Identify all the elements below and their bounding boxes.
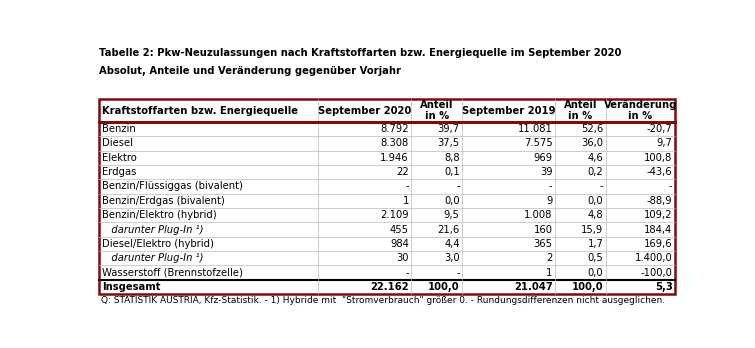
Text: 4,8: 4,8 (587, 210, 603, 220)
Text: 1: 1 (402, 196, 409, 206)
Text: 100,8: 100,8 (644, 153, 673, 163)
Text: 22.162: 22.162 (371, 282, 409, 292)
Text: September 2020: September 2020 (319, 105, 411, 116)
Text: -: - (669, 181, 673, 191)
Text: 0,5: 0,5 (587, 253, 603, 263)
Text: -20,7: -20,7 (647, 124, 673, 134)
Text: 37,5: 37,5 (438, 138, 460, 148)
Text: 11.081: 11.081 (518, 124, 553, 134)
Text: 1: 1 (546, 268, 553, 278)
Text: Diesel: Diesel (102, 138, 133, 148)
Text: Kraftstoffarten bzw. Energiequelle: Kraftstoffarten bzw. Energiequelle (102, 105, 298, 116)
Text: 30: 30 (396, 253, 409, 263)
Text: -: - (405, 268, 409, 278)
Text: 4,4: 4,4 (444, 239, 460, 249)
Text: 1.008: 1.008 (524, 210, 553, 220)
Text: 4,6: 4,6 (587, 153, 603, 163)
Text: 455: 455 (390, 224, 409, 235)
Text: Tabelle 2: Pkw-Neuzulassungen nach Kraftstoffarten bzw. Energiequelle im Septemb: Tabelle 2: Pkw-Neuzulassungen nach Kraft… (99, 48, 621, 58)
Text: 1.400,0: 1.400,0 (635, 253, 673, 263)
Text: -100,0: -100,0 (640, 268, 673, 278)
Text: Anteil
in %: Anteil in % (564, 100, 597, 121)
Text: 0,1: 0,1 (444, 167, 460, 177)
Text: Benzin/Elektro (hybrid): Benzin/Elektro (hybrid) (102, 210, 217, 220)
Text: Elektro: Elektro (102, 153, 137, 163)
Text: 984: 984 (390, 239, 409, 249)
Text: 0,2: 0,2 (587, 167, 603, 177)
Text: 2: 2 (546, 253, 553, 263)
Text: -88,9: -88,9 (647, 196, 673, 206)
Text: -43,6: -43,6 (647, 167, 673, 177)
Text: 9,5: 9,5 (444, 210, 460, 220)
Text: Veränderung
in %: Veränderung in % (603, 100, 677, 121)
Text: 22: 22 (396, 167, 409, 177)
Text: darunter Plug-In ¹): darunter Plug-In ¹) (102, 253, 204, 263)
Text: 1.946: 1.946 (381, 153, 409, 163)
Text: 0,0: 0,0 (444, 196, 460, 206)
Text: 184,4: 184,4 (644, 224, 673, 235)
Text: Anteil
in %: Anteil in % (420, 100, 454, 121)
Text: Q: STATISTIK AUSTRIA, Kfz-Statistik. - 1) Hybride mit  "Stromverbrauch" größer 0: Q: STATISTIK AUSTRIA, Kfz-Statistik. - 1… (101, 296, 665, 305)
Text: 2.109: 2.109 (381, 210, 409, 220)
Text: 9: 9 (546, 196, 553, 206)
Text: 9,7: 9,7 (657, 138, 673, 148)
Text: 21.047: 21.047 (514, 282, 553, 292)
Text: 52,6: 52,6 (581, 124, 603, 134)
Text: -: - (456, 181, 460, 191)
Text: 1,7: 1,7 (587, 239, 603, 249)
Text: Benzin/Flüssiggas (bivalent): Benzin/Flüssiggas (bivalent) (102, 181, 243, 191)
Text: 160: 160 (534, 224, 553, 235)
Text: 36,0: 36,0 (581, 138, 603, 148)
Text: -: - (549, 181, 553, 191)
Text: 15,9: 15,9 (581, 224, 603, 235)
Text: 969: 969 (534, 153, 553, 163)
Text: 21,6: 21,6 (437, 224, 460, 235)
Text: 365: 365 (534, 239, 553, 249)
Text: Erdgas: Erdgas (102, 167, 137, 177)
Text: Absolut, Anteile und Veränderung gegenüber Vorjahr: Absolut, Anteile und Veränderung gegenüb… (99, 66, 401, 76)
Bar (99, 100, 675, 294)
Text: darunter Plug-In ¹): darunter Plug-In ¹) (102, 224, 204, 235)
Text: 39: 39 (540, 167, 553, 177)
Text: 169,6: 169,6 (644, 239, 673, 249)
Text: 8,8: 8,8 (444, 153, 460, 163)
Text: -: - (405, 181, 409, 191)
Text: Benzin/Erdgas (bivalent): Benzin/Erdgas (bivalent) (102, 196, 225, 206)
Text: 100,0: 100,0 (428, 282, 460, 292)
Text: 8.792: 8.792 (381, 124, 409, 134)
Text: 109,2: 109,2 (644, 210, 673, 220)
Text: 5,3: 5,3 (655, 282, 673, 292)
Text: 7.575: 7.575 (524, 138, 553, 148)
Text: Benzin: Benzin (102, 124, 136, 134)
Text: 39,7: 39,7 (438, 124, 460, 134)
Text: 3,0: 3,0 (444, 253, 460, 263)
Text: September 2019: September 2019 (462, 105, 555, 116)
Text: Diesel/Elektro (hybrid): Diesel/Elektro (hybrid) (102, 239, 214, 249)
Text: Insgesamt: Insgesamt (102, 282, 161, 292)
Text: 8.308: 8.308 (381, 138, 409, 148)
Text: 0,0: 0,0 (587, 268, 603, 278)
Text: -: - (599, 181, 603, 191)
Text: Wasserstoff (Brennstofzelle): Wasserstoff (Brennstofzelle) (102, 268, 243, 278)
Text: 0,0: 0,0 (587, 196, 603, 206)
Text: -: - (456, 268, 460, 278)
Text: 100,0: 100,0 (572, 282, 603, 292)
